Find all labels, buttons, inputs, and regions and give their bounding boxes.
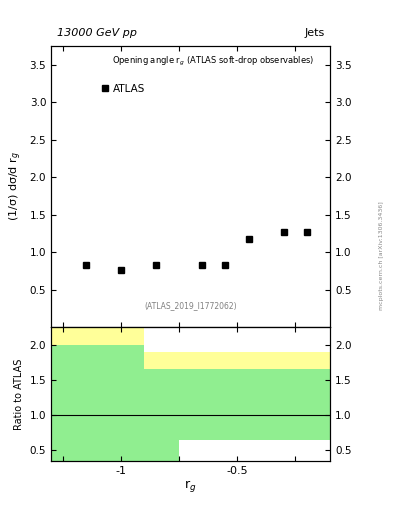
Text: Jets: Jets <box>304 28 325 38</box>
ATLAS <box>281 229 286 235</box>
Text: Opening angle r$_g$ (ATLAS soft-drop observables): Opening angle r$_g$ (ATLAS soft-drop obs… <box>112 54 315 68</box>
ATLAS <box>223 262 228 268</box>
ATLAS <box>200 262 205 268</box>
ATLAS <box>246 236 251 242</box>
Legend: ATLAS: ATLAS <box>98 79 149 98</box>
X-axis label: r$_g$: r$_g$ <box>184 478 197 495</box>
ATLAS <box>305 229 309 235</box>
ATLAS <box>153 262 158 268</box>
ATLAS <box>119 267 123 273</box>
Y-axis label: (1/σ) dσ/d r$_g$: (1/σ) dσ/d r$_g$ <box>7 152 24 222</box>
Line: ATLAS: ATLAS <box>83 229 310 273</box>
Text: (ATLAS_2019_I1772062): (ATLAS_2019_I1772062) <box>144 301 237 310</box>
Y-axis label: Ratio to ATLAS: Ratio to ATLAS <box>14 358 24 430</box>
Text: 13000 GeV pp: 13000 GeV pp <box>57 28 137 38</box>
Text: mcplots.cern.ch [arXiv:1306.3436]: mcplots.cern.ch [arXiv:1306.3436] <box>379 202 384 310</box>
ATLAS <box>84 262 88 268</box>
